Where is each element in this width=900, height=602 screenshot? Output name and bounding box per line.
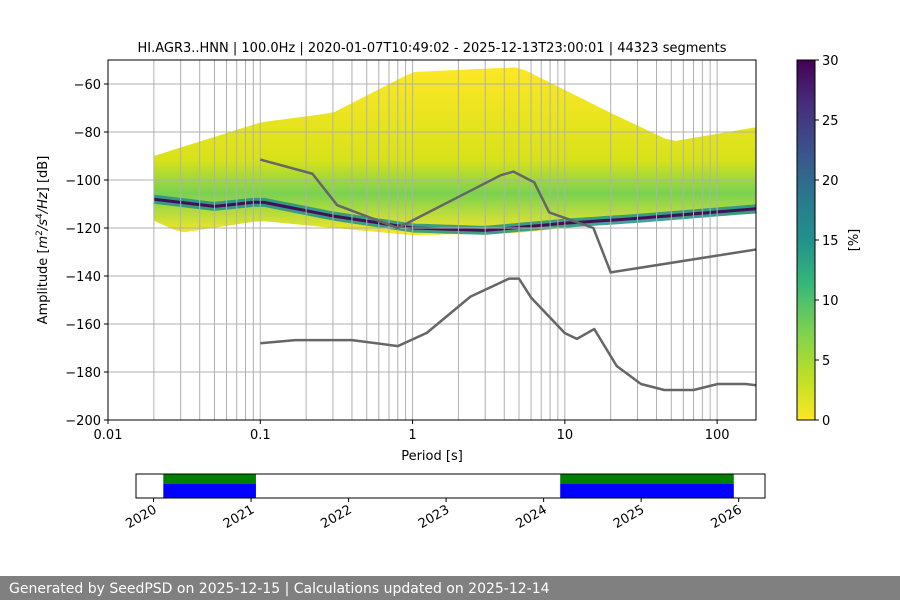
x-tick-label: 100	[705, 428, 730, 443]
colorbar-tick-label: 30	[822, 54, 839, 69]
y-tick-label: −180	[65, 366, 101, 381]
colorbar-ticks: 0 5 10 15 20 25 30	[815, 54, 839, 429]
timeline-tick-label: 2024	[513, 502, 549, 532]
timeline-tick-label: 2022	[318, 502, 354, 532]
data-coverage-timeline: 2020 2021 2022 2023 2024 2025 2026	[123, 473, 766, 532]
coverage-used-bar	[560, 474, 734, 484]
pdf-mode-line	[153, 197, 756, 232]
y-axis-label-suffix: ] [dB]	[36, 156, 51, 193]
pdf-heatmap	[153, 67, 756, 236]
y-axis-label-exp1: 2	[35, 230, 45, 236]
x-tick-label: 1	[408, 428, 416, 443]
y-tick-label: −200	[65, 414, 101, 429]
x-tick-label: 10	[557, 428, 574, 443]
y-tick-label: −160	[65, 318, 101, 333]
y-tick-label: −80	[74, 126, 101, 141]
noise-model-nhnm	[259, 158, 756, 274]
timeline-tick-label: 2025	[611, 502, 647, 532]
y-axis-label-m: m	[36, 236, 51, 249]
x-tick-label: 0.01	[94, 428, 123, 443]
colorbar: 0 5 10 15 20 25 30 [%]	[796, 54, 862, 429]
noise-model-nlnm	[260, 277, 756, 392]
colorbar-tick-label: 15	[822, 234, 839, 249]
y-axis-label-s: /s	[36, 219, 51, 231]
timeline-tick-label: 2020	[123, 502, 159, 532]
colorbar-tick-label: 10	[822, 294, 839, 309]
colorbar-label: [%]	[847, 229, 862, 252]
grid-lines	[108, 60, 756, 420]
footer-text: Generated by SeedPSD on 2025-12-15 | Cal…	[9, 581, 550, 597]
timeline-tick-label: 2023	[416, 502, 452, 532]
y-tick-label: −140	[65, 270, 101, 285]
x-axis-label: Period [s]	[401, 449, 463, 464]
y-axis-label-prefix: Amplitude [	[36, 248, 51, 324]
timeline-tick-label: 2021	[221, 502, 257, 532]
timeline-tick-label: 2026	[709, 502, 745, 532]
colorbar-gradient	[796, 59, 816, 421]
coverage-available-bar	[163, 484, 256, 498]
coverage-used-bar	[163, 474, 256, 484]
y-axis-ticks: −60 −80 −100 −120 −140 −160 −180 −200	[65, 78, 108, 429]
y-tick-label: −100	[65, 174, 101, 189]
y-axis-label-hz: /Hz	[36, 191, 51, 214]
colorbar-tick-label: 25	[822, 114, 839, 129]
plot-frame	[107, 59, 757, 421]
noise-models	[259, 158, 756, 392]
y-tick-label: −60	[74, 78, 101, 93]
colorbar-tick-label: 0	[822, 414, 830, 429]
footer-bar: Generated by SeedPSD on 2025-12-15 | Cal…	[0, 576, 900, 600]
timeline-ticks: 2020 2021 2022 2023 2024 2025 2026	[123, 498, 745, 532]
pdf-band	[153, 67, 756, 236]
y-axis-label-exp2: 4	[35, 213, 45, 219]
y-tick-label: −120	[65, 222, 101, 237]
y-axis-label: Amplitude [m2/s4/Hz] [dB]	[35, 156, 51, 325]
chart-title: HI.AGR3..HNN | 100.0Hz | 2020-01-07T10:4…	[137, 41, 726, 56]
coverage-available-bar	[560, 484, 734, 498]
x-tick-label: 0.1	[250, 428, 271, 443]
x-axis-ticks: 0.01 0.1 1 10 100	[94, 420, 730, 443]
coverage-bars	[163, 474, 734, 498]
timeline-frame	[135, 473, 766, 499]
colorbar-tick-label: 5	[822, 354, 830, 369]
psd-plot-area: 0.01 0.1 1 10 100 −60 −80 −100 −120 −140 −160 −180…	[65, 59, 757, 443]
colorbar-tick-label: 20	[822, 174, 839, 189]
